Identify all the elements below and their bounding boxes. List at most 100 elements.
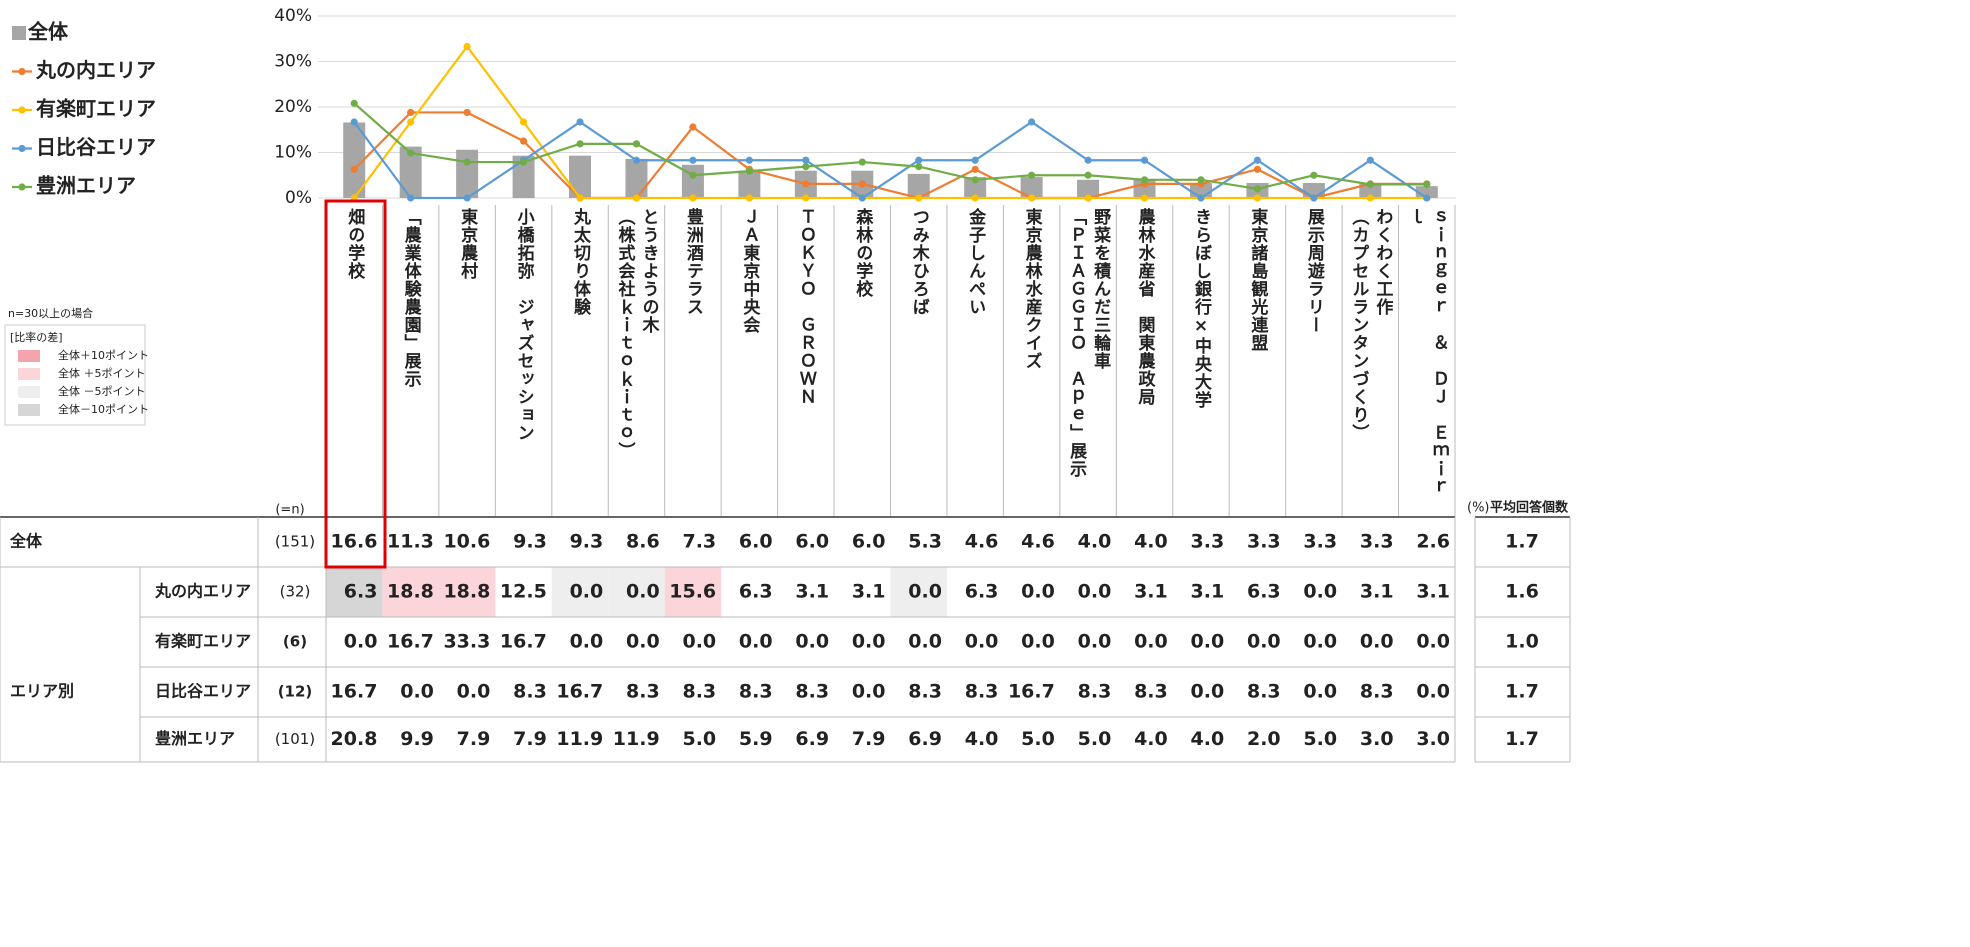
bar	[399, 146, 422, 198]
cell-value: 10.6	[443, 531, 490, 553]
category-label: 「農業体験農園」展示	[400, 208, 421, 388]
category-cell: 展示周遊ラリー	[1286, 208, 1342, 508]
cell-value: 9.9	[400, 728, 434, 750]
row-n: (12)	[278, 683, 313, 701]
bar	[1020, 177, 1043, 198]
legend-swatch	[12, 26, 26, 40]
cell-value: 0.0	[1360, 631, 1394, 653]
cell-value: 0.0	[795, 631, 829, 653]
cell-value: 16.7	[556, 681, 603, 703]
category-cell: 豊洲酒テラス	[665, 208, 721, 508]
marker	[689, 156, 697, 164]
marker	[1310, 194, 1318, 202]
category-cell: ｓｉｎｇｅｒ ＆ ＤＪ Ｅｍｉｒｌ	[1399, 208, 1455, 508]
cell-value: 3.1	[1134, 581, 1168, 603]
marker	[689, 194, 697, 202]
y-tick-label: 10%	[274, 143, 312, 163]
cell-value: 0.0	[1078, 581, 1112, 603]
n-header: (=n)	[275, 503, 304, 518]
row-n: (6)	[283, 633, 307, 651]
cell-value: 0.0	[570, 631, 604, 653]
category-label: ｓｉｎｇｅｒ ＆ ＤＪ Ｅｍｉｒｌ	[1404, 208, 1449, 496]
cell-value: 0.0	[1191, 681, 1225, 703]
marker	[971, 194, 979, 202]
y-tick-label: 0%	[285, 188, 312, 208]
cell-value: 6.9	[795, 728, 829, 750]
marker	[689, 171, 697, 179]
cell-value: 7.9	[852, 728, 886, 750]
cell-value: 3.3	[1303, 531, 1337, 553]
cell-value: 3.0	[1416, 728, 1450, 750]
cell-value: 0.0	[1303, 581, 1337, 603]
category-cell: とうきようの木 （株式会社ｋｉｔｏｋｉｔｏ）	[608, 208, 664, 508]
diff-legend-label: 全体 ＋5ポイント	[58, 366, 146, 380]
group-label: エリア別	[10, 682, 74, 701]
cell-value: 4.0	[1191, 728, 1225, 750]
category-label: 東京農村	[457, 208, 478, 280]
cell-highlight	[326, 567, 383, 617]
cell-value: 4.0	[1078, 531, 1112, 553]
marker	[858, 194, 866, 202]
cell-value: 0.0	[1191, 631, 1225, 653]
cell-value: 0.0	[626, 631, 660, 653]
avg-value: 1.7	[1505, 728, 1539, 750]
line	[353, 102, 1427, 191]
cell-value: 0.0	[908, 631, 942, 653]
y-tick-label: 40%	[274, 6, 312, 26]
category-label: つみ木ひろば	[908, 208, 929, 316]
marker	[632, 140, 641, 148]
cell-value: 15.6	[669, 581, 716, 603]
cell-value: 11.9	[556, 728, 603, 750]
diff-swatch	[18, 404, 40, 416]
legend-label: 有楽町エリア	[36, 97, 156, 121]
cell-value: 0.0	[1416, 681, 1450, 703]
cell-highlight	[890, 567, 947, 617]
marker	[971, 176, 979, 184]
marker	[1310, 171, 1318, 179]
marker	[1197, 194, 1205, 202]
marker	[407, 118, 415, 126]
cell-value: 16.7	[500, 631, 547, 653]
line	[353, 120, 1428, 200]
category-cell: 野菜を積んだ三輪車 「ＰＩＡＧＧＩＯ Ａｐｅ」展示	[1060, 208, 1116, 508]
cell-value: 0.0	[626, 581, 660, 603]
cell-value: 16.7	[387, 631, 434, 653]
marker	[1084, 171, 1092, 179]
marker	[1366, 156, 1374, 164]
legend-marker	[18, 144, 26, 153]
category-cell: 東京農林水産クイズ	[1003, 208, 1059, 508]
category-cell: 農林水産省 関東農政局	[1116, 208, 1172, 508]
cell-value: 7.3	[682, 531, 716, 553]
bar	[1077, 179, 1100, 198]
row-label: 日比谷エリア	[155, 682, 251, 701]
cell-value: 9.3	[513, 531, 547, 553]
cell-value: 0.0	[570, 581, 604, 603]
cell-value: 16.6	[331, 531, 378, 553]
marker	[745, 156, 753, 164]
y-tick-label: 30%	[274, 52, 312, 72]
cell-value: 6.0	[739, 531, 773, 553]
cell-value: 6.3	[344, 581, 378, 603]
cell-value: 4.6	[1021, 531, 1055, 553]
cell-value: 0.0	[908, 581, 942, 603]
marker	[1423, 180, 1431, 188]
cell-value: 8.3	[739, 681, 773, 703]
bar	[569, 155, 592, 198]
marker	[1253, 165, 1262, 173]
cell-highlight	[664, 567, 722, 617]
marker	[745, 167, 753, 175]
bar	[625, 158, 648, 198]
avg-value: 1.7	[1505, 681, 1539, 703]
cell-highlight	[382, 567, 439, 617]
cell-value: 4.0	[1134, 531, 1168, 553]
category-cell: きらぼし銀行×中央大学	[1173, 208, 1229, 508]
marker	[632, 194, 641, 202]
marker	[463, 158, 471, 166]
cell-value: 3.3	[1247, 531, 1281, 553]
marker	[1028, 118, 1036, 126]
marker	[519, 118, 528, 126]
marker	[915, 163, 923, 171]
cell-value: 8.3	[513, 681, 547, 703]
cell-value: 3.0	[1360, 728, 1394, 750]
row-n: (32)	[280, 583, 311, 601]
